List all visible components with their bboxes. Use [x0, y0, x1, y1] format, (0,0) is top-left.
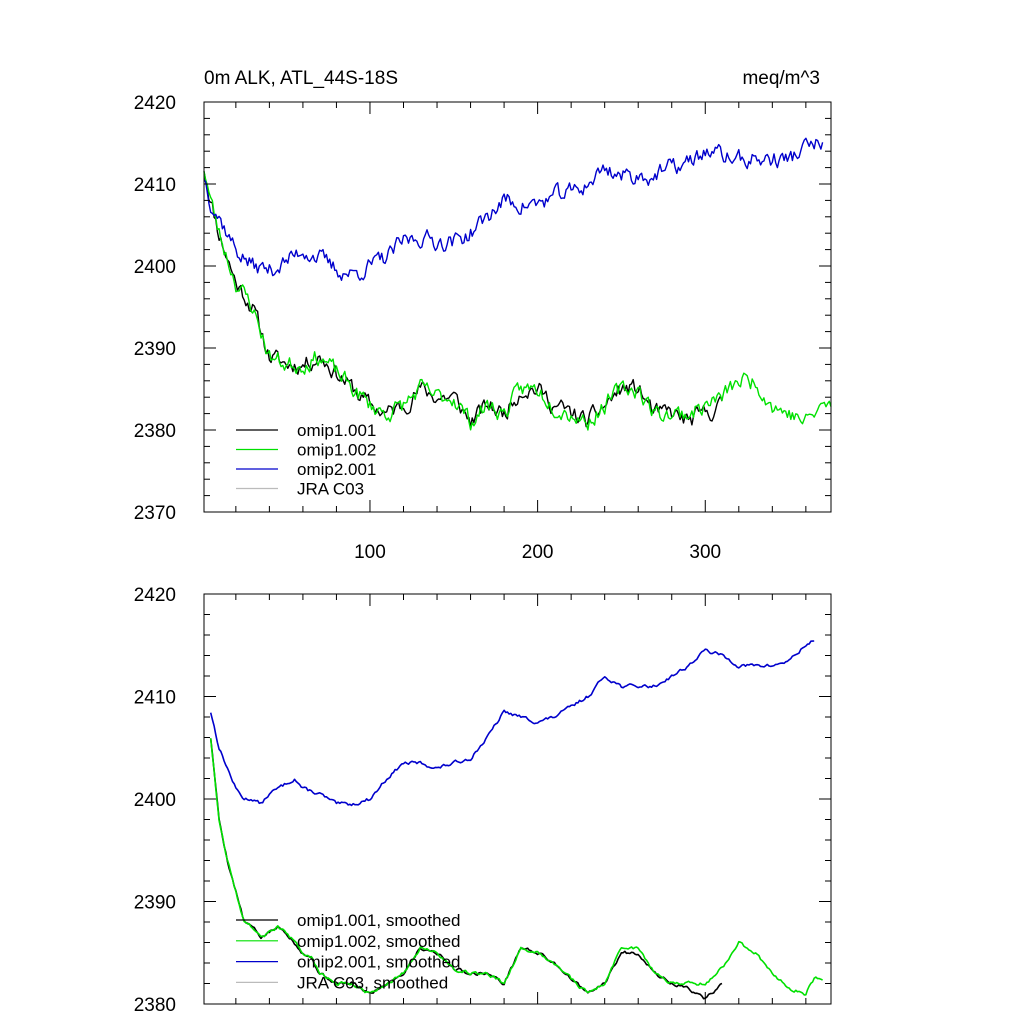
x-tick-label: 200 [522, 542, 554, 563]
legend-label-3: JRA C03 [297, 480, 364, 499]
legend-label-1: omip1.002 [297, 441, 376, 460]
y-tick-label: 2380 [134, 421, 176, 442]
x-tick-label: 100 [354, 542, 386, 563]
series-line-1 [203, 171, 832, 431]
legend: omip1.001, smoothed omip1.002, smoothed om… [236, 911, 461, 992]
y-tick-label: 2400 [134, 257, 176, 278]
y-tick-label: 2370 [134, 503, 176, 524]
legend-label-2: omip2.001 [297, 460, 376, 479]
series-layer [209, 640, 823, 1000]
legend-label-3: JRA C03, smoothed [297, 973, 448, 992]
legend-label-1: omip1.002, smoothed [297, 932, 461, 951]
y-tick-label: 2420 [134, 585, 176, 606]
units-label: meq/m^3 [742, 68, 820, 89]
panel-title: 0m ALK, ATL_44S-18S [204, 68, 398, 89]
ticks-layer: 2370 2380 2390 2400 2410 2420 100 200 300 [134, 93, 831, 563]
series-line-2 [209, 640, 815, 807]
y-tick-label: 2400 [134, 790, 176, 811]
y-tick-label: 2410 [134, 688, 176, 709]
legend-label-2: omip2.001, smoothed [297, 953, 461, 972]
series-layer [203, 137, 832, 431]
plot-frame [203, 101, 832, 513]
y-tick-label: 2410 [134, 175, 176, 196]
series-line-0 [203, 171, 723, 428]
series-line-2 [203, 137, 824, 281]
series-line-1 [209, 738, 823, 996]
y-tick-label: 2380 [134, 995, 176, 1016]
series-line-0 [209, 738, 723, 1000]
top-panel: 0m ALK, ATL_44S-18S meq/m^3 2370 2380 2390… [134, 68, 832, 563]
legend-label-0: omip1.001, smoothed [297, 911, 461, 930]
y-tick-label: 2420 [134, 93, 176, 114]
legend-label-0: omip1.001 [297, 421, 376, 440]
y-tick-label: 2390 [134, 339, 176, 360]
bottom-panel: 2380 2390 2400 2410 2420 omip1.001, smoothed… [134, 585, 832, 1016]
ticks-layer: 2380 2390 2400 2410 2420 [134, 585, 831, 1016]
y-tick-label: 2390 [134, 893, 176, 914]
x-tick-label: 300 [689, 542, 721, 563]
